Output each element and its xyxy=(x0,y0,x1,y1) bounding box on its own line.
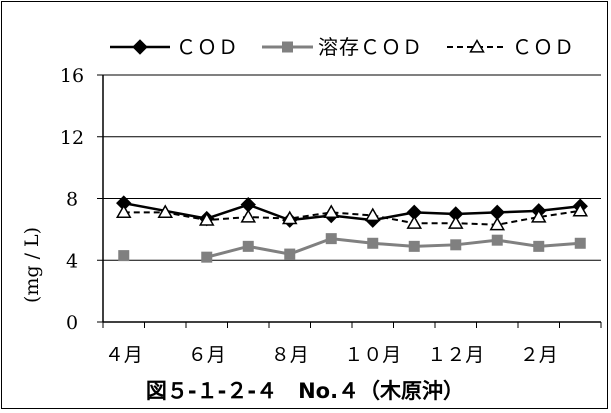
chart-title: 図５-１-２-４ No.４（木原沖） xyxy=(146,379,464,403)
series-line xyxy=(123,209,581,226)
triangle-marker xyxy=(447,215,464,229)
legend-label: ＣＯＤ xyxy=(512,35,575,59)
square-marker xyxy=(574,237,586,249)
series-solid-diamond xyxy=(116,195,588,228)
legend-label: 溶存ＣＯＤ xyxy=(318,35,423,59)
legend-label: ＣＯＤ xyxy=(176,35,239,59)
chart-legend: ＣＯＤ 溶存ＣＯＤ ＣＯＤ xyxy=(110,35,575,59)
square-marker xyxy=(284,248,296,260)
triangle-marker xyxy=(489,216,506,231)
square-marker xyxy=(408,240,420,252)
triangle-marker xyxy=(198,212,215,226)
x-tick-label: ６月 xyxy=(188,344,226,366)
square-marker xyxy=(325,233,337,245)
y-tick-label: 12 xyxy=(60,127,84,149)
y-tick-label: 0 xyxy=(66,312,78,334)
x-tick-label: ４月 xyxy=(105,344,143,366)
triangle-marker xyxy=(281,210,298,225)
square-marker xyxy=(242,240,254,252)
x-tick-label: １２月 xyxy=(427,344,484,366)
series-line xyxy=(123,201,581,222)
square-marker xyxy=(533,240,545,252)
y-tick-label: 4 xyxy=(66,250,78,272)
y-tick-label: 16 xyxy=(60,65,84,87)
x-tick-label: １０月 xyxy=(344,344,401,366)
y-axis-label: (mg / L) xyxy=(21,227,43,303)
series-dashed-triangle xyxy=(115,202,589,231)
triangle-marker xyxy=(157,204,174,219)
diamond-marker xyxy=(132,39,148,55)
y-axis-ticks: 0 4 8 12 16 xyxy=(60,65,84,334)
triangle-marker xyxy=(323,204,340,219)
triangle-marker xyxy=(240,209,257,223)
triangle-marker xyxy=(115,204,132,219)
square-marker xyxy=(491,234,503,246)
y-tick-label: 8 xyxy=(66,189,78,211)
square-marker xyxy=(201,251,213,263)
series-solid-square xyxy=(118,233,586,263)
x-tick-label: ８月 xyxy=(271,344,309,366)
series-line xyxy=(206,237,581,259)
square-marker xyxy=(450,239,462,251)
triangle-marker xyxy=(469,38,485,53)
x-tick-label: ２月 xyxy=(520,344,558,366)
chart-axes xyxy=(97,74,602,328)
triangle-marker xyxy=(406,215,423,229)
square-marker xyxy=(118,250,130,262)
triangle-marker xyxy=(572,202,589,217)
square-marker xyxy=(367,237,379,249)
square-marker xyxy=(282,41,293,53)
triangle-marker xyxy=(364,207,381,222)
triangle-marker xyxy=(530,209,547,223)
x-axis-ticks: ４月 ６月 ８月 １０月 １２月 ２月 xyxy=(105,344,558,366)
chart-gridlines xyxy=(103,74,601,261)
chart-series xyxy=(115,195,589,263)
